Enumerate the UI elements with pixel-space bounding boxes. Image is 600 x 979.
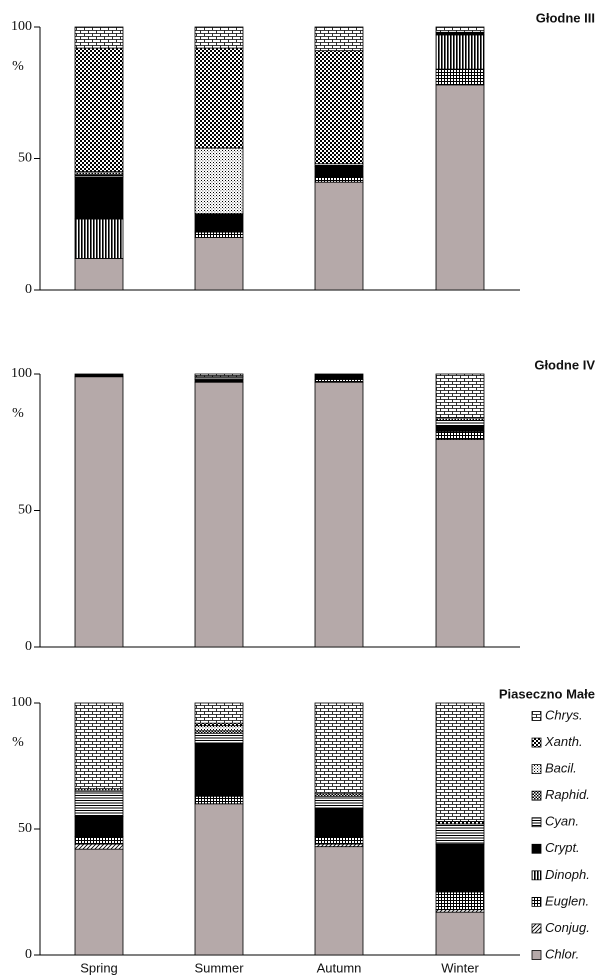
legend-label: Cyan. [545,814,579,829]
bar-segment [314,181,364,291]
y-tick-label: 50 [18,151,32,166]
legend-label: Xanth. [544,734,583,749]
bar-segment [194,732,244,744]
bar-segment [74,702,124,790]
bar-segment [314,836,364,845]
bar-segment [194,373,244,378]
bar-segment [435,430,485,440]
legend-label: Chrys. [545,707,583,722]
legend-swatch [531,790,542,801]
y-axis-label: % [12,59,24,74]
bar-segment [194,702,244,724]
bar-segment [74,848,124,956]
y-tick-label: 100 [11,19,32,34]
bar-segment [314,165,364,178]
legend-swatch [531,923,542,934]
bar-segment [314,702,364,795]
legend-label: Bacil. [545,761,577,776]
bar-segment [314,846,364,956]
y-tick-label: 100 [11,695,32,710]
y-tick-label: 0 [25,639,32,654]
bar-segment [74,258,124,291]
bar-segment [74,790,124,817]
y-axis-label: % [12,735,24,750]
bar-segment [435,373,485,419]
bar-segment [194,742,244,797]
x-tick-label: Winter [441,960,479,975]
bar-segment [74,376,124,648]
chart-title: Piaseczno Małe [499,686,595,701]
bar-segment [194,47,244,149]
bar-segment [194,725,244,732]
bar-segment [314,795,364,810]
bar-segment [74,26,124,49]
bar-segment [194,236,244,291]
bar-segment [74,47,124,173]
bar-segment [314,176,364,183]
x-tick-label: Summer [194,960,244,975]
legend-swatch [531,896,542,907]
legend-label: Raphid. [545,787,590,802]
y-tick-label: 100 [11,366,32,381]
bar-segment [435,702,485,822]
legend-label: Euglen. [545,893,589,908]
legend-swatch [531,950,542,960]
y-tick-label: 50 [18,503,32,518]
bar-segment [435,823,485,845]
legend-swatch [531,711,542,721]
legend-label: Conjug. [545,920,590,935]
bar-segment [194,795,244,805]
x-tick-label: Autumn [317,960,362,975]
bar-segment [74,816,124,837]
bar-segment [435,26,485,33]
bar-segment [314,808,364,837]
bar-segment [435,425,485,432]
bar-segment [314,379,364,383]
bar-segment [194,381,244,648]
bar-segment [194,379,244,383]
bar-segment [435,911,485,956]
y-tick-label: 0 [25,947,32,962]
bar-segment [435,84,485,291]
bar-segment [435,420,485,427]
x-tick-label: Spring [80,960,118,975]
y-tick-label: 0 [25,282,32,297]
bar-segment [314,26,364,52]
y-tick-label: 50 [18,821,32,836]
bar-segment [435,891,485,911]
bar-segment [194,231,244,238]
legend-swatch [531,843,542,854]
bar-segment [435,34,485,70]
bar-segment [194,803,244,956]
legend-label: Dinoph. [545,867,590,882]
y-axis-label: % [12,406,24,421]
legend-label: Chlor. [545,946,579,961]
legend-swatch [531,737,542,748]
bar-segment [74,843,124,850]
bar-segment [74,373,124,378]
bar-segment [194,213,244,233]
bar-segment [194,376,244,380]
legend-swatch [531,764,542,775]
bar-segment [435,68,485,86]
bar-segment [74,836,124,845]
bar-segment [74,218,124,259]
bar-segment [314,50,364,165]
bar-segment [314,373,364,380]
bar-segment [435,843,485,893]
bar-segment [74,176,124,220]
legend-swatch [531,870,542,881]
bar-segment [194,26,244,49]
chart-title: Głodne III [536,10,595,25]
legend-swatch [531,817,542,828]
bar-segment [435,417,485,421]
bar-segment [314,381,364,648]
legend-label: Crypt. [545,840,580,855]
bar-segment [435,439,485,648]
chart-title: Głodne IV [534,357,595,372]
bar-segment [194,147,244,215]
